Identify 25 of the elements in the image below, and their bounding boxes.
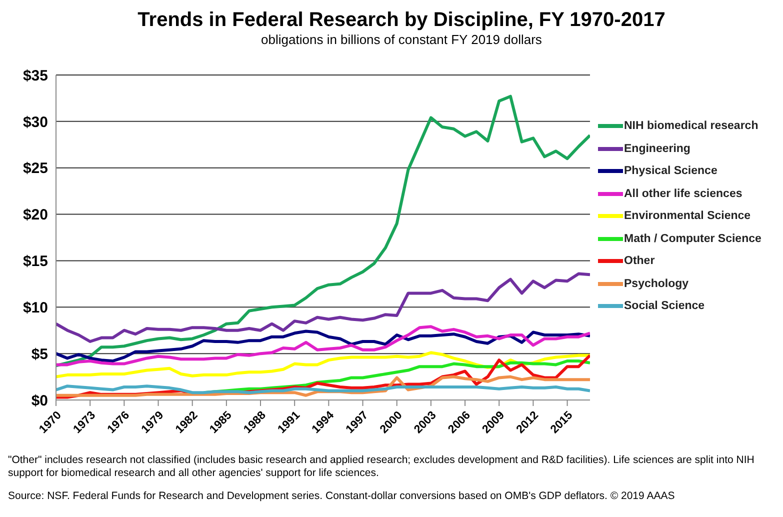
source-note: Source: NSF. Federal Funds for Research and Development series. Constant-dollar conversions based on OMB's GDP deflators. © 2019 AAAS (8, 490, 676, 503)
chart-title: Trends in Federal Research by Discipline, FY 1970-2017 (136, 8, 666, 32)
legend-label: Math / Computer Science (624, 232, 762, 244)
legend-label: All other life sciences (624, 188, 742, 200)
legend-label: Engineering (624, 142, 690, 154)
legend-label: Psychology (624, 278, 689, 290)
legend-label: Environmental Science (624, 210, 751, 222)
y-tick-label: $20 (22, 206, 48, 224)
line-series (56, 272, 590, 343)
legend-label: Other (624, 255, 655, 267)
y-tick-label: $25 (22, 160, 48, 178)
y-tick-label: $15 (22, 253, 48, 270)
y-tick-label: $0 (31, 392, 48, 410)
legend-label: Social Science (624, 300, 705, 312)
line-series (56, 384, 590, 394)
line-series (56, 351, 590, 378)
chart-subtitle: obligations in billions of constant FY 2019 dollars (260, 32, 543, 48)
line-series (56, 94, 590, 368)
y-tick-label: $30 (22, 114, 48, 131)
legend-label: Physical Science (624, 165, 718, 177)
y-tick-label: $35 (22, 67, 48, 84)
y-tick-label: $5 (31, 346, 48, 363)
text: "Other" includes research not classified (includes basic research and applied research; excludes development and R&D facilities). Life sciences are split into NIH support for biomedical research and all other agencies' support for life sciences. (8, 454, 756, 480)
y-tick-label: $10 (22, 299, 48, 316)
legend-label: NIH biomedical research (624, 120, 758, 132)
